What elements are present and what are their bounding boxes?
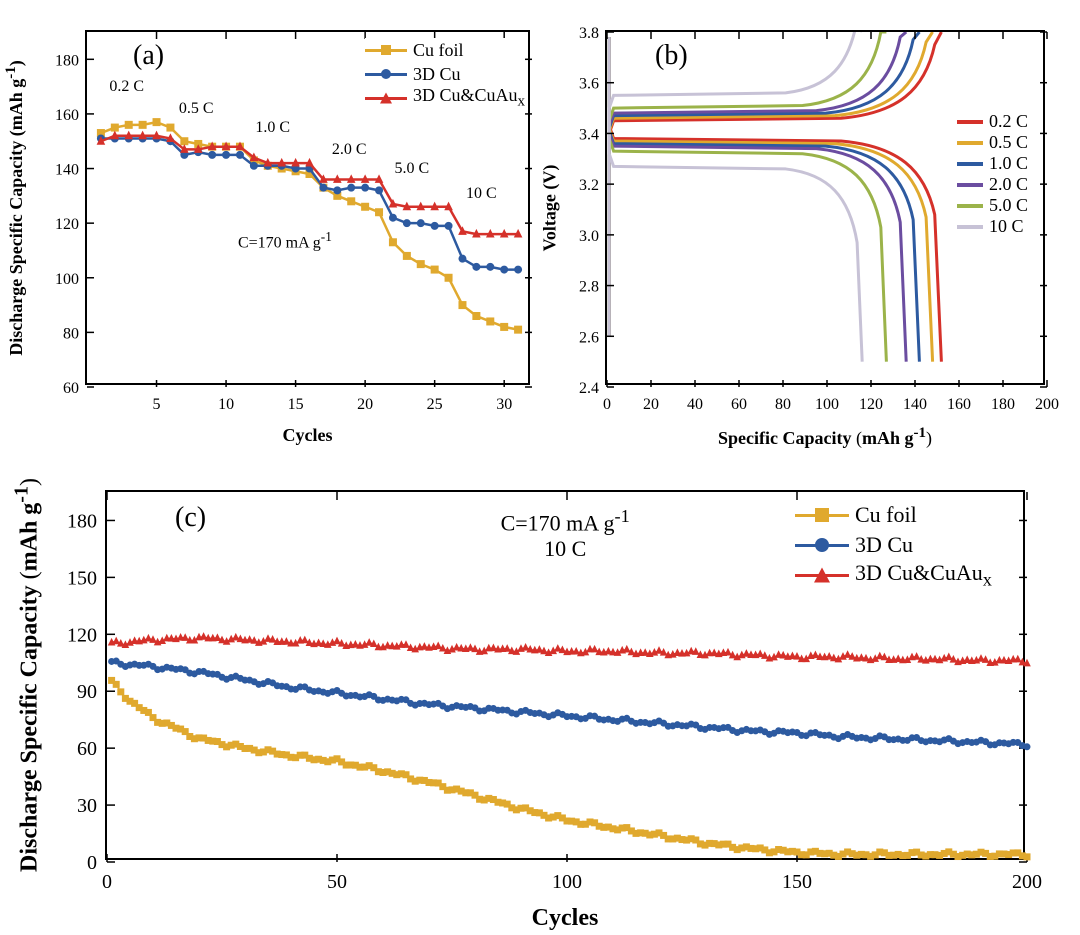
svg-text:2.6: 2.6 xyxy=(579,329,599,346)
svg-text:0: 0 xyxy=(87,852,97,874)
svg-text:150: 150 xyxy=(67,567,97,589)
svg-text:3.2: 3.2 xyxy=(579,177,599,194)
svg-text:160: 160 xyxy=(55,107,79,124)
svg-text:0: 0 xyxy=(603,396,611,413)
svg-text:200: 200 xyxy=(1012,871,1042,893)
svg-text:120: 120 xyxy=(859,396,883,413)
svg-text:90: 90 xyxy=(77,681,97,703)
panel-b-ylabel: Voltage (V) xyxy=(540,164,561,251)
panel-c-legend: Cu foil3D Cu3D Cu&CuAux xyxy=(795,500,992,590)
svg-text:60: 60 xyxy=(731,396,747,413)
svg-text:80: 80 xyxy=(63,325,79,342)
panel-a-ylabel: Discharge Specific Capacity (mAh g-1) xyxy=(3,60,27,355)
svg-text:180: 180 xyxy=(991,396,1015,413)
svg-text:3.6: 3.6 xyxy=(579,76,599,93)
svg-text:140: 140 xyxy=(903,396,927,413)
svg-text:5: 5 xyxy=(153,396,161,413)
panel-a-rate-label: 1.0 C xyxy=(255,119,290,137)
svg-text:180: 180 xyxy=(67,510,97,532)
figure-root: 5 10 15 20 25 30 60 80 100 120 140 160 180 Discharge … xyxy=(0,0,1080,935)
svg-text:3.0: 3.0 xyxy=(579,228,599,245)
svg-text:200: 200 xyxy=(1035,396,1059,413)
panel-a-rate-label: 0.5 C xyxy=(179,100,214,118)
svg-text:20: 20 xyxy=(357,396,373,413)
panel-b-letter: (b) xyxy=(655,40,688,72)
svg-text:40: 40 xyxy=(687,396,703,413)
svg-text:140: 140 xyxy=(55,162,79,179)
svg-text:160: 160 xyxy=(947,396,971,413)
svg-text:60: 60 xyxy=(63,380,79,397)
panel-c-xlabel: Cycles xyxy=(532,905,599,932)
svg-text:120: 120 xyxy=(67,624,97,646)
panel-b-legend: 0.2 C0.5 C1.0 C2.0 C5.0 C10 C xyxy=(957,111,1028,237)
panel-a-note: C=170 mA g-1 xyxy=(238,229,332,252)
svg-text:2.4: 2.4 xyxy=(579,380,599,397)
panel-a-rate-label: 10 C xyxy=(466,185,497,203)
panel-a-xlabel: Cycles xyxy=(283,425,333,446)
svg-text:150: 150 xyxy=(782,871,812,893)
panel-a-letter: (a) xyxy=(133,40,164,72)
svg-text:25: 25 xyxy=(427,396,443,413)
svg-text:100: 100 xyxy=(815,396,839,413)
panel-c-letter: (c) xyxy=(175,502,206,534)
panel-c-note: C=170 mA g-110 C xyxy=(501,506,630,562)
svg-text:80: 80 xyxy=(775,396,791,413)
panel-a-rate-label: 5.0 C xyxy=(394,160,429,178)
svg-text:100: 100 xyxy=(552,871,582,893)
svg-text:50: 50 xyxy=(327,871,347,893)
svg-text:60: 60 xyxy=(77,738,97,760)
panel-a-legend: Cu foil3D Cu3D Cu&CuAux xyxy=(365,38,525,110)
svg-text:100: 100 xyxy=(55,271,79,288)
panel-c-ylabel: Discharge Specific Capacity (mAh g-1) xyxy=(11,478,44,872)
panel-b-xlabel: Specific Capacity (mAh g-1) xyxy=(718,425,932,449)
svg-text:0: 0 xyxy=(102,871,112,893)
svg-text:120: 120 xyxy=(55,216,79,233)
svg-text:2.8: 2.8 xyxy=(579,279,599,296)
svg-text:10: 10 xyxy=(218,396,234,413)
svg-text:3.4: 3.4 xyxy=(579,126,599,143)
svg-text:15: 15 xyxy=(288,396,304,413)
panel-a-rate-label: 2.0 C xyxy=(332,141,367,159)
panel-a-rate-label: 0.2 C xyxy=(109,78,144,96)
svg-text:30: 30 xyxy=(496,396,512,413)
svg-text:30: 30 xyxy=(77,795,97,817)
svg-text:3.8: 3.8 xyxy=(579,25,599,42)
svg-text:180: 180 xyxy=(55,52,79,69)
svg-text:20: 20 xyxy=(643,396,659,413)
